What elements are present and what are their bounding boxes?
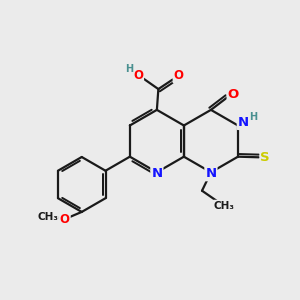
Text: CH₃: CH₃	[37, 212, 58, 222]
Text: H: H	[249, 112, 257, 122]
Text: CH₃: CH₃	[214, 201, 235, 211]
Text: O: O	[228, 88, 239, 101]
Text: S: S	[260, 151, 270, 164]
Text: N: N	[151, 167, 162, 180]
Text: O: O	[133, 69, 143, 82]
Text: O: O	[60, 214, 70, 226]
Text: O: O	[174, 70, 184, 83]
Text: N: N	[206, 167, 217, 180]
Text: N: N	[238, 116, 249, 129]
Text: H: H	[125, 64, 133, 74]
